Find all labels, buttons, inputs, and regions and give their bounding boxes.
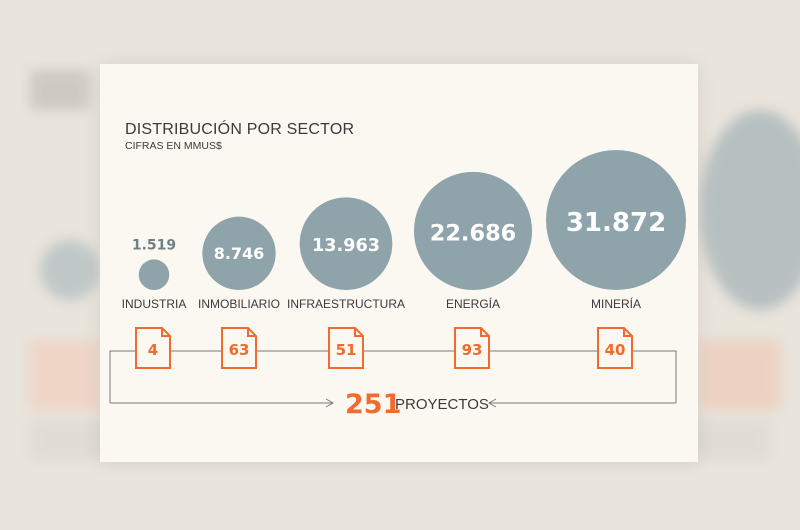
document-fold	[161, 328, 170, 337]
project-count: 63	[229, 341, 250, 359]
project-count: 4	[148, 341, 158, 359]
infographic-card: DISTRIBUCIÓN POR SECTOR CIFRAS EN MMUS$ …	[100, 64, 698, 462]
document-icon	[221, 327, 257, 369]
sector-bubble	[299, 197, 393, 290]
value-label: 1.519	[132, 237, 176, 253]
project-count: 40	[605, 341, 626, 359]
document-fold	[623, 328, 632, 337]
project-count: 93	[462, 341, 483, 359]
sector-bubble	[202, 216, 276, 290]
arrow-right-head	[487, 398, 497, 408]
document-icon	[328, 327, 364, 369]
category-label: INDUSTRIA	[122, 297, 187, 311]
chart-title: DISTRIBUCIÓN POR SECTOR	[125, 119, 354, 138]
sector-bubble	[413, 171, 533, 290]
project-count: 51	[336, 341, 357, 359]
background-blur	[30, 70, 90, 110]
background-blur	[700, 110, 800, 310]
category-label: ENERGÍA	[446, 296, 500, 311]
document-icon	[597, 327, 633, 369]
background-blur	[700, 340, 780, 410]
document-fold	[247, 328, 256, 337]
background-blur	[30, 340, 100, 410]
category-label: MINERÍA	[591, 296, 641, 311]
connector-line	[109, 350, 677, 403]
value-label: 8.746	[214, 244, 265, 263]
arrow-left-head	[325, 398, 335, 408]
sector-bubble	[138, 259, 170, 290]
total-projects: 251	[345, 389, 401, 420]
document-icon	[135, 327, 171, 369]
sector-bubble-chart: DISTRIBUCIÓN POR SECTOR CIFRAS EN MMUS$ …	[109, 119, 686, 420]
value-label: 31.872	[566, 208, 666, 238]
value-label: 22.686	[430, 220, 517, 246]
category-label: INMOBILIARIO	[198, 297, 280, 311]
total-label: PROYECTOS	[395, 396, 489, 413]
background-blur	[40, 240, 100, 300]
document-fold	[480, 328, 489, 337]
value-label: 13.963	[312, 236, 380, 256]
document-icon	[454, 327, 490, 369]
document-fold	[354, 328, 363, 337]
category-label: INFRAESTRUCTURA	[287, 297, 405, 311]
sector-bubble	[546, 150, 686, 290]
chart-subtitle: CIFRAS EN MMUS$	[125, 140, 222, 152]
